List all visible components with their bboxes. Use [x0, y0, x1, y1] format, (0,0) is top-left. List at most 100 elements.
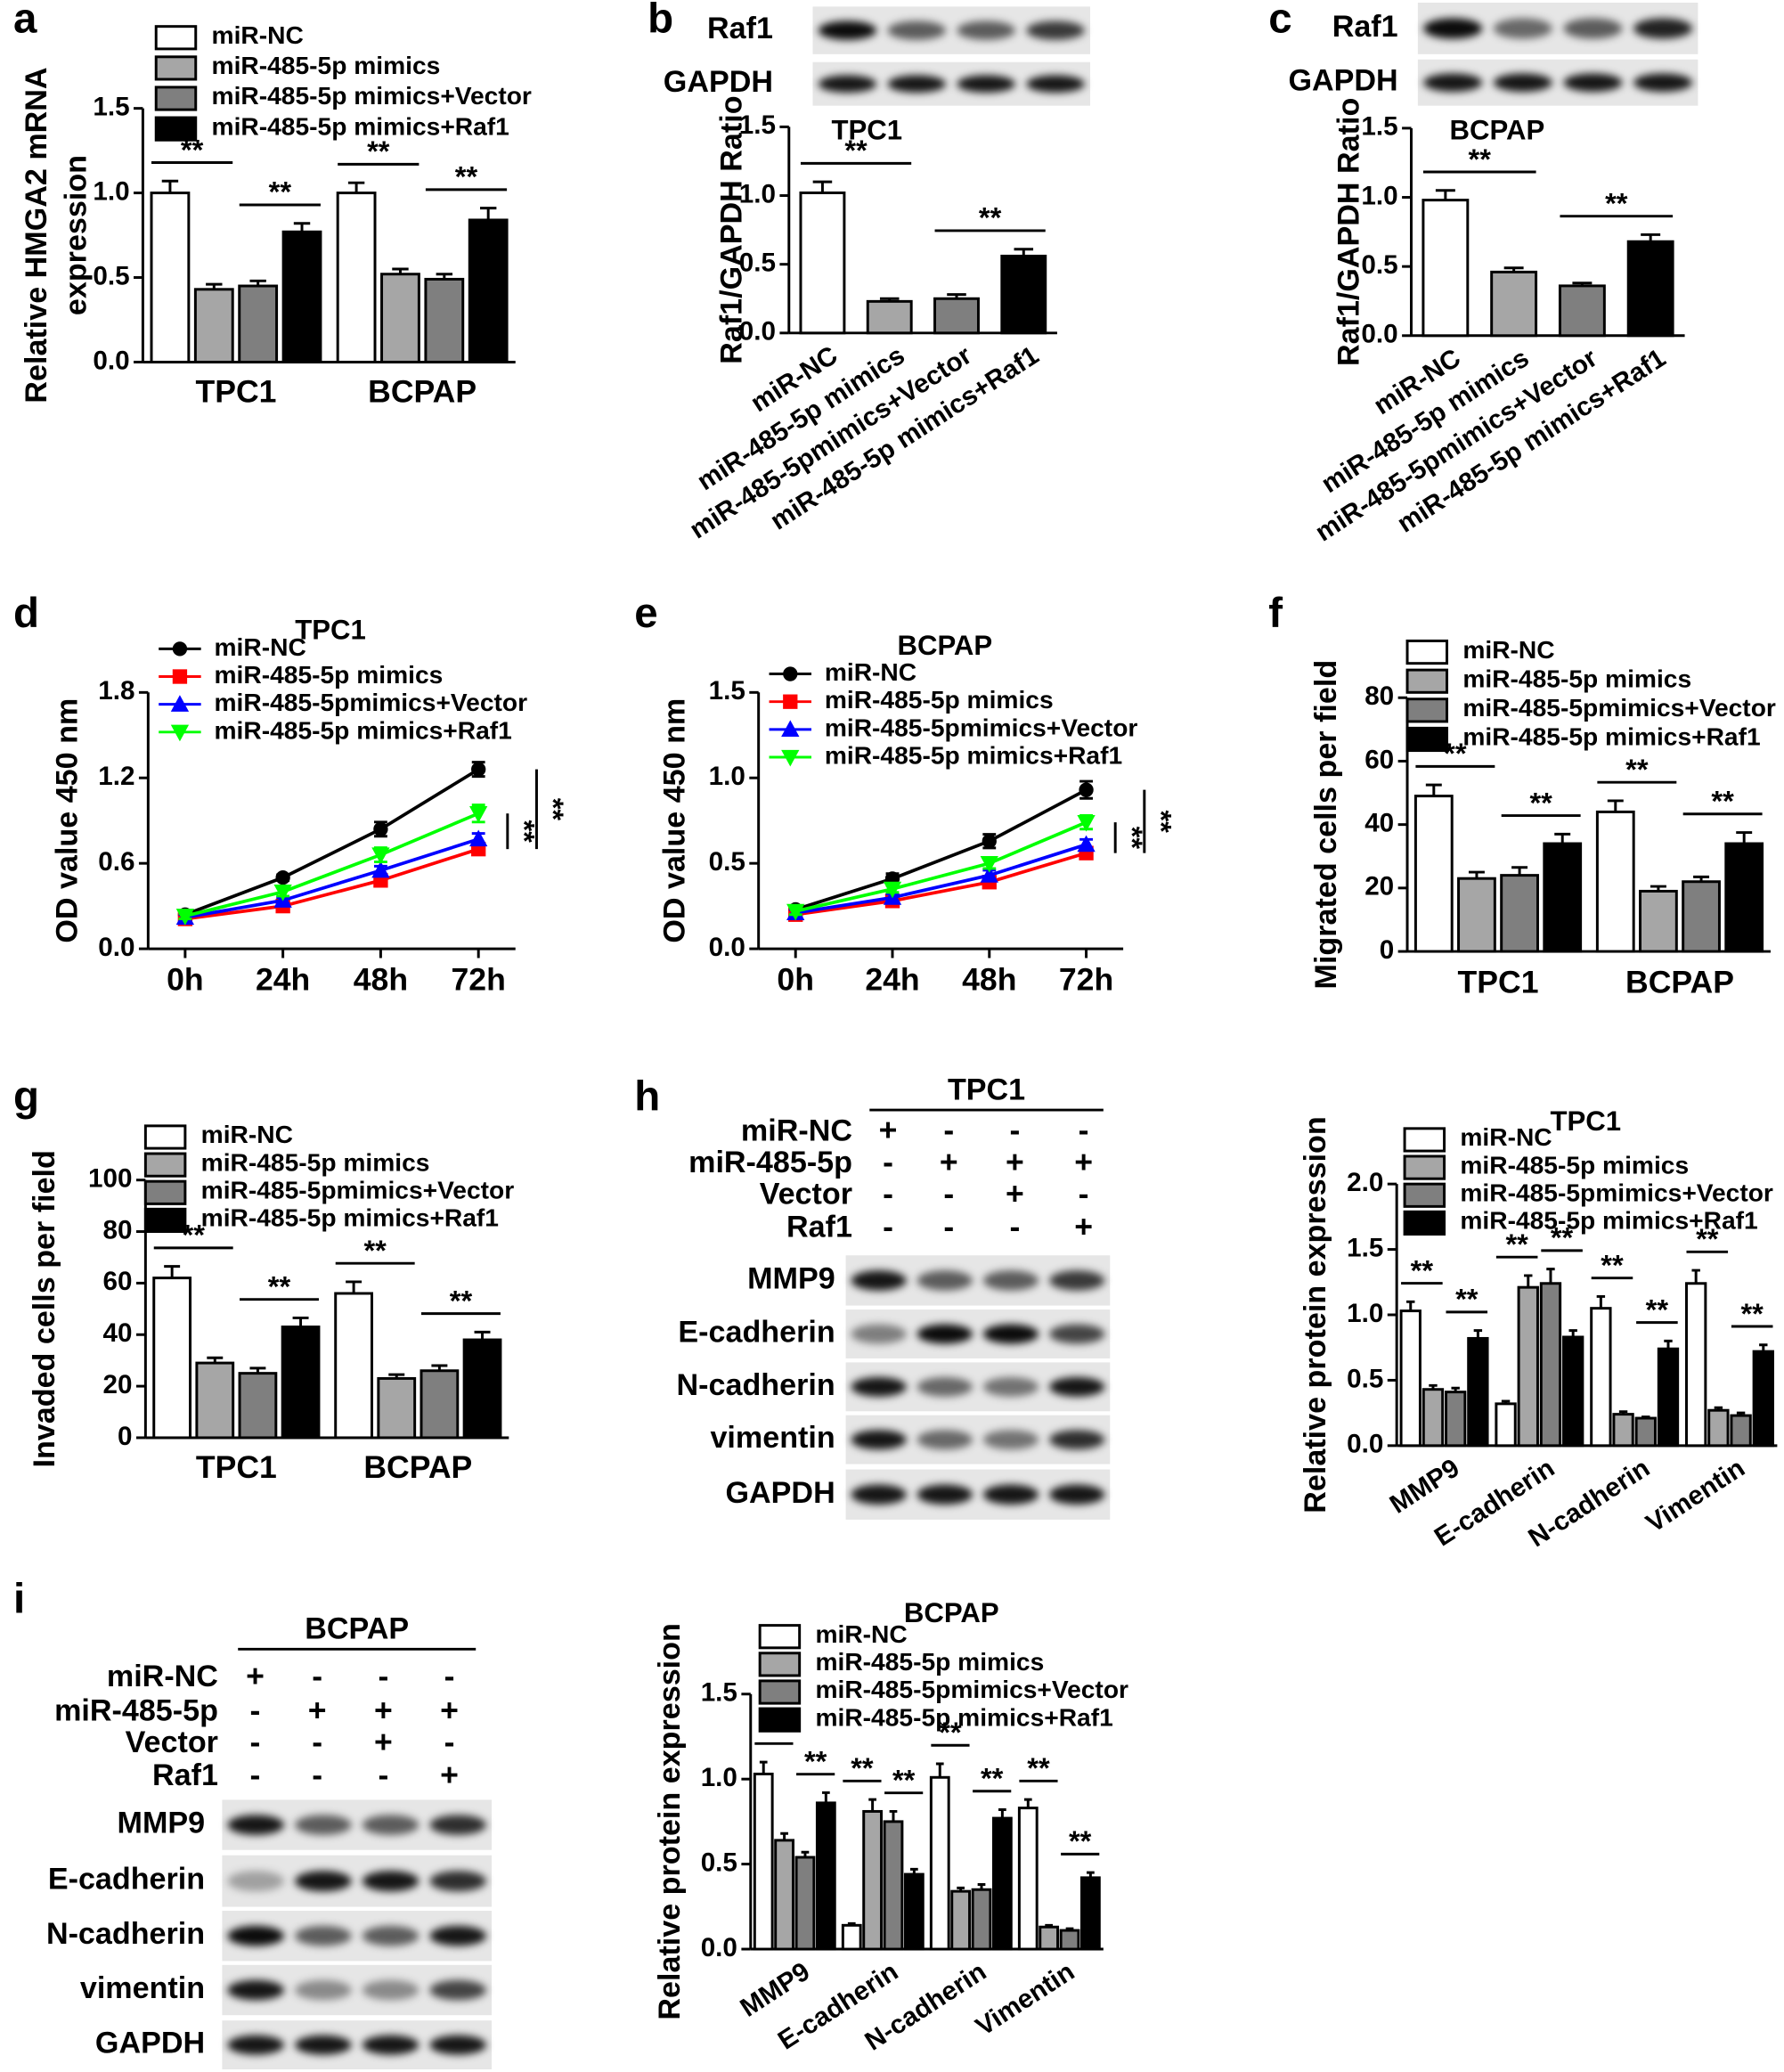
blot-band [1049, 1324, 1105, 1344]
blot-label: E-cadherin [678, 1316, 835, 1350]
legend-label: miR-485-5p mimics [1460, 1150, 1689, 1179]
significance-label: ** [939, 1716, 962, 1749]
y-axis-label: OD value 450 nm [658, 698, 692, 943]
error-bar [1691, 1268, 1700, 1284]
y-axis-label: Relative HMGA2 mRNA [20, 67, 53, 403]
bar [1639, 889, 1678, 953]
blot-band [916, 1270, 973, 1291]
blot-band [916, 1484, 973, 1505]
series-line [794, 843, 1088, 915]
y-tick-label: 0.0 [1361, 320, 1397, 349]
y-tick-label: 60 [103, 1267, 133, 1296]
y-tick-label: 1.5 [93, 92, 129, 121]
significance-label: ** [1444, 737, 1467, 770]
blot-label: GAPDH [664, 65, 773, 99]
bar [1413, 795, 1454, 953]
x-tick-label: 0h [777, 962, 814, 998]
significance-label: ** [1625, 753, 1649, 786]
blot-band [295, 1925, 352, 1946]
blot-band [295, 1979, 352, 2001]
error-bar [292, 1316, 309, 1327]
y-tick-label: 1.5 [1361, 112, 1397, 142]
legend-label: miR-485-5p mimics [212, 51, 441, 79]
bar [1539, 1282, 1562, 1448]
condition-sign: - [943, 1176, 954, 1211]
y-tick-label: 1.0 [93, 176, 129, 206]
error-bar [1451, 1386, 1460, 1392]
legend-swatch [1405, 668, 1449, 694]
y-tick-label: 1.5 [701, 1678, 737, 1708]
error-bar [1429, 1383, 1438, 1390]
bar [150, 192, 191, 363]
blot-band [916, 1376, 973, 1397]
marker [371, 847, 390, 865]
blot-band [1049, 1270, 1105, 1291]
error-bar [249, 1366, 266, 1374]
chart-title: BCPAP [904, 1597, 999, 1628]
condition-label: miR-485-5p [688, 1146, 852, 1179]
bar [468, 218, 509, 363]
marker [175, 909, 195, 926]
bar [862, 1809, 884, 1951]
error-bar [1501, 1399, 1511, 1404]
error-bar [935, 1762, 944, 1778]
error-bar [1511, 866, 1528, 876]
condition-sign: + [1006, 1144, 1024, 1179]
blot-band [1633, 18, 1693, 39]
marker [883, 881, 902, 899]
bar [1682, 880, 1721, 953]
legend-label: miR-485-5p mimics+Raf1 [825, 740, 1122, 769]
blot-label: Raf1 [707, 12, 773, 45]
error-bar [249, 279, 266, 287]
legend-label: miR-485-5p mimics+Raf1 [215, 715, 512, 744]
bar [377, 1376, 417, 1440]
error-bar [1572, 281, 1593, 286]
series-line [794, 851, 1088, 917]
series-line [794, 820, 1088, 913]
legend-swatch [1403, 1210, 1446, 1236]
error-bar [1023, 1798, 1032, 1808]
y-tick-label: 80 [103, 1215, 133, 1244]
significance-label: ** [844, 134, 868, 167]
error-bar [436, 273, 453, 280]
bar [883, 1820, 904, 1951]
marker [1077, 814, 1096, 832]
condition-label: Vector [126, 1725, 218, 1759]
condition-sign: - [378, 1758, 388, 1793]
condition-sign: + [246, 1658, 265, 1693]
bar [991, 1816, 1013, 1951]
panel-letter: b [648, 0, 673, 42]
condition-sign: + [374, 1725, 393, 1760]
x-tick-label: 24h [865, 962, 919, 998]
blot-band [887, 20, 947, 40]
significance-label: ** [363, 1234, 387, 1267]
condition-label: Raf1 [786, 1211, 852, 1244]
significance-label: ** [892, 1763, 916, 1796]
panel-letter: d [13, 590, 39, 637]
y-tick-label: 0.6 [98, 847, 134, 877]
bar [462, 1338, 502, 1440]
condition-sign: - [444, 1725, 455, 1760]
legend-swatch [1405, 697, 1449, 723]
bar [1707, 1408, 1730, 1448]
blot-band [429, 1925, 486, 1946]
chart-title: TPC1 [832, 115, 903, 146]
y-tick-label: 0.5 [93, 261, 129, 290]
significance-label: ** [183, 1219, 206, 1252]
blot-title: BCPAP [305, 1612, 409, 1646]
legend-marker [172, 641, 188, 657]
significance-label: ** [979, 201, 1002, 234]
y-tick-label: 0.0 [709, 933, 745, 962]
error-bar [347, 181, 365, 193]
x-tick-label: TPC1 [195, 373, 276, 409]
marker [469, 829, 488, 847]
error-bar [1554, 832, 1571, 844]
y-tick-label: 80 [1364, 681, 1394, 711]
error-bar [1524, 1274, 1533, 1288]
bar [1080, 1876, 1101, 1951]
condition-sign: - [1079, 1113, 1089, 1148]
error-bar [1435, 189, 1455, 200]
y-tick-label: 0.5 [701, 1848, 737, 1877]
error-bar [1087, 1871, 1095, 1878]
bar [238, 1372, 278, 1440]
